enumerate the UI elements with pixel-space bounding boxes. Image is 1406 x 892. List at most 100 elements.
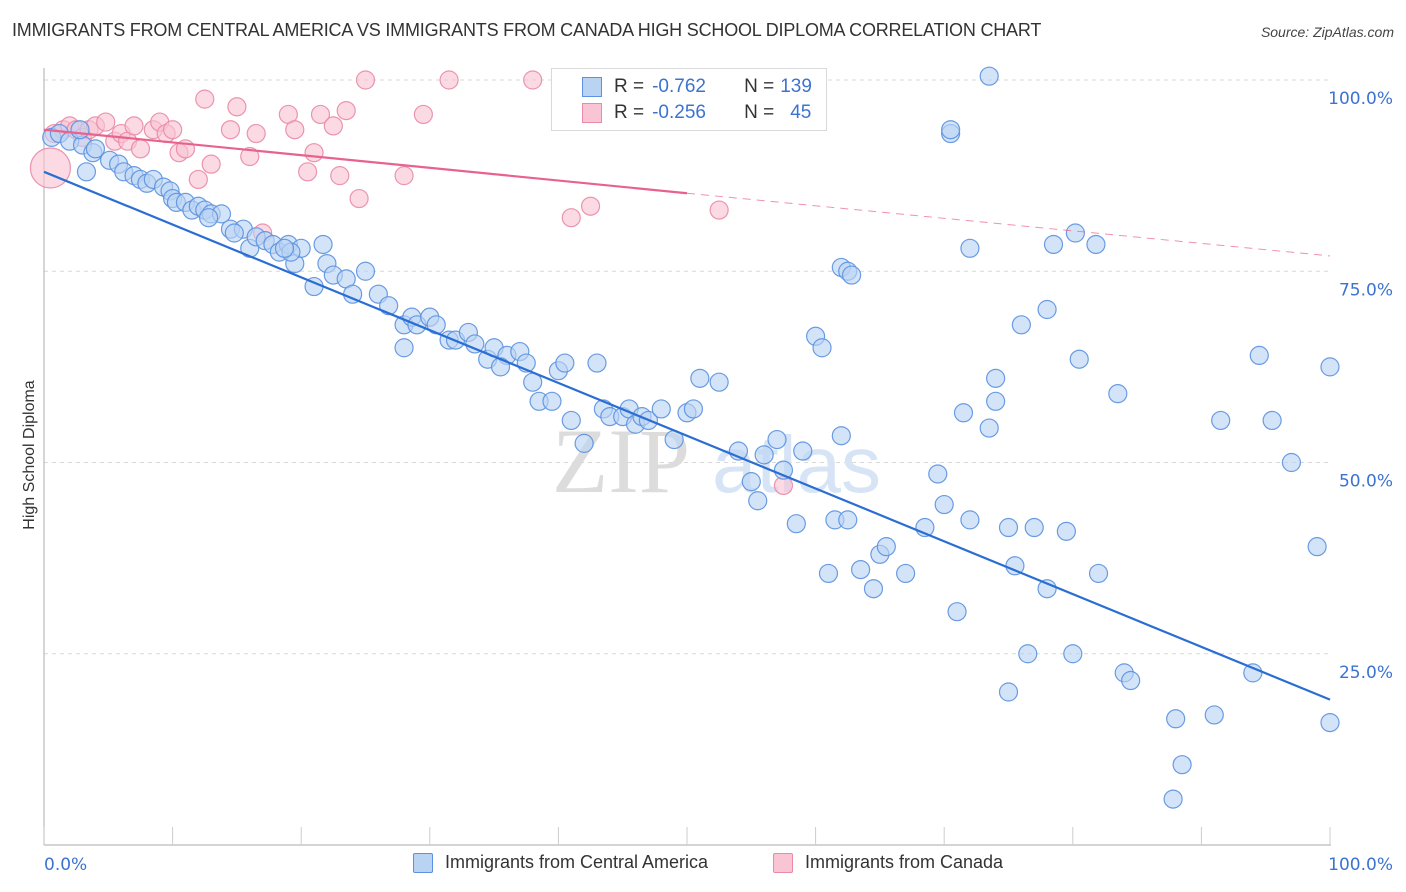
canada-point xyxy=(201,154,221,174)
series-central-america-points xyxy=(42,66,1340,809)
canada-point xyxy=(394,166,414,186)
central-america-point xyxy=(651,399,671,419)
canada-point xyxy=(355,70,376,90)
central-america-point xyxy=(851,559,871,580)
canada-point xyxy=(330,166,350,186)
n-label: N = xyxy=(744,102,775,123)
trendline-central-america xyxy=(43,170,1331,701)
canada-point xyxy=(163,120,183,140)
chart-title: IMMIGRANTS FROM CENTRAL AMERICA VS IMMIG… xyxy=(12,20,1042,40)
central-america-point xyxy=(838,510,858,530)
central-america-point xyxy=(561,410,581,431)
canada-point xyxy=(310,104,331,125)
central-america-point xyxy=(542,391,562,411)
central-america-point xyxy=(394,338,414,358)
canada-point xyxy=(523,70,543,90)
canada-point xyxy=(413,104,433,125)
central-america-point xyxy=(998,517,1019,538)
trendline-canada-solid xyxy=(43,128,688,195)
central-america-point xyxy=(690,368,710,388)
stats-legend-row-canada: R = -0.256 N = 45 xyxy=(582,101,811,125)
n-value: 139 xyxy=(780,76,812,97)
central-america-point xyxy=(1108,384,1128,404)
trendline-canada-dashed xyxy=(686,192,1331,257)
canada-point xyxy=(195,89,215,109)
canada-point xyxy=(561,208,581,228)
central-america-point xyxy=(709,372,729,392)
legend-swatch-blue xyxy=(582,77,602,97)
central-america-point xyxy=(979,66,999,86)
central-america-point xyxy=(748,491,768,511)
central-america-point xyxy=(379,296,399,316)
central-america-point xyxy=(896,563,916,584)
central-america-point xyxy=(941,120,961,140)
central-america-point xyxy=(979,418,999,438)
y-tick-label: 100.0% xyxy=(1328,89,1393,109)
canada-point xyxy=(29,147,72,189)
central-america-point xyxy=(224,223,244,243)
central-america-point xyxy=(953,403,974,423)
y-tick-label: 75.0% xyxy=(1339,280,1393,300)
central-america-point xyxy=(1211,410,1231,431)
central-america-point xyxy=(1037,299,1057,320)
canada-point xyxy=(96,112,116,132)
central-america-point xyxy=(1307,537,1327,557)
canada-point xyxy=(124,116,144,136)
central-america-point xyxy=(1056,521,1076,541)
central-america-point xyxy=(1065,223,1085,243)
central-america-point xyxy=(754,445,774,465)
central-america-point xyxy=(1121,670,1141,691)
legend-item-canada[interactable]: Immigrants from Canada xyxy=(773,852,1003,873)
axes xyxy=(43,68,1331,846)
central-america-point xyxy=(1262,410,1282,431)
central-america-point xyxy=(928,464,948,484)
central-america-point xyxy=(960,510,980,530)
central-america-point xyxy=(786,514,806,534)
central-america-point xyxy=(1018,644,1038,664)
central-america-point xyxy=(313,234,333,255)
canada-point xyxy=(188,169,208,190)
central-america-point xyxy=(1320,712,1340,733)
trendlines xyxy=(43,128,1331,701)
n-value: 45 xyxy=(790,102,812,123)
canada-point xyxy=(246,123,266,144)
central-america-point xyxy=(863,579,884,599)
canada-point xyxy=(349,188,369,209)
central-america-point xyxy=(998,682,1019,702)
central-america-point xyxy=(947,602,967,622)
central-america-point xyxy=(767,429,787,450)
legend-item-central-america[interactable]: Immigrants from Central America xyxy=(413,852,708,873)
central-america-point xyxy=(812,338,832,358)
central-america-point xyxy=(1172,755,1192,775)
central-america-point xyxy=(1249,345,1269,365)
legend-swatch-pink xyxy=(582,103,602,123)
central-america-point xyxy=(1043,234,1064,255)
canada-point xyxy=(240,146,260,167)
r-label: R = xyxy=(614,102,645,123)
central-america-point xyxy=(1086,234,1106,255)
gridlines xyxy=(44,79,1330,655)
canada-point xyxy=(130,139,151,159)
canada-point xyxy=(580,196,601,216)
central-america-point xyxy=(842,265,862,285)
central-america-point xyxy=(960,238,980,258)
central-america-point xyxy=(818,563,839,584)
central-america-point xyxy=(574,433,594,453)
y-tick-label: 25.0% xyxy=(1339,663,1393,683)
tick-labels: 25.0% 50.0% 75.0% 100.0% 0.0% 100.0% xyxy=(44,89,1393,875)
central-america-point xyxy=(1166,709,1186,729)
central-america-point xyxy=(934,494,954,515)
central-america-point xyxy=(1281,452,1302,473)
central-america-point xyxy=(1063,644,1083,664)
central-america-point xyxy=(831,426,851,446)
central-america-point xyxy=(1088,563,1109,584)
x-tick-label: 0.0% xyxy=(44,855,87,875)
canada-point xyxy=(220,120,241,140)
n-label: N = xyxy=(744,76,775,97)
x-tick-label: 100.0% xyxy=(1328,855,1393,875)
watermark-atlas: atlas xyxy=(712,420,881,509)
central-america-point xyxy=(555,353,575,373)
central-america-point xyxy=(986,368,1006,388)
central-america-point xyxy=(274,238,295,258)
